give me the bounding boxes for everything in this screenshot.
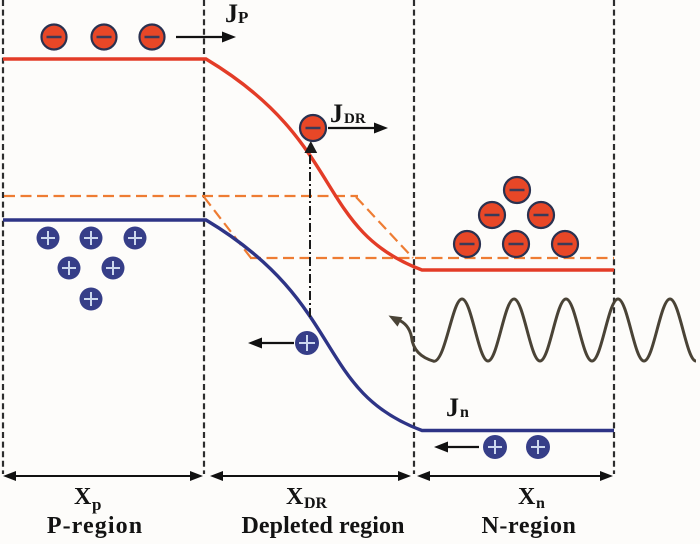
svg-text:J: J	[446, 393, 459, 422]
svg-text:P-region: P-region	[47, 513, 143, 539]
svg-text:p: p	[92, 495, 101, 514]
svg-text:J: J	[330, 99, 343, 128]
svg-text:X: X	[286, 484, 304, 510]
svg-text:n: n	[460, 404, 469, 421]
svg-text:DR: DR	[344, 111, 366, 127]
svg-text:N-region: N-region	[481, 513, 576, 539]
svg-text:DR: DR	[304, 495, 328, 512]
svg-text:J: J	[225, 0, 238, 28]
svg-text:X: X	[74, 484, 92, 510]
svg-text:Depleted region: Depleted region	[241, 513, 404, 539]
svg-text:X: X	[518, 484, 536, 510]
svg-text:n: n	[536, 495, 545, 512]
svg-text:P: P	[238, 8, 248, 27]
